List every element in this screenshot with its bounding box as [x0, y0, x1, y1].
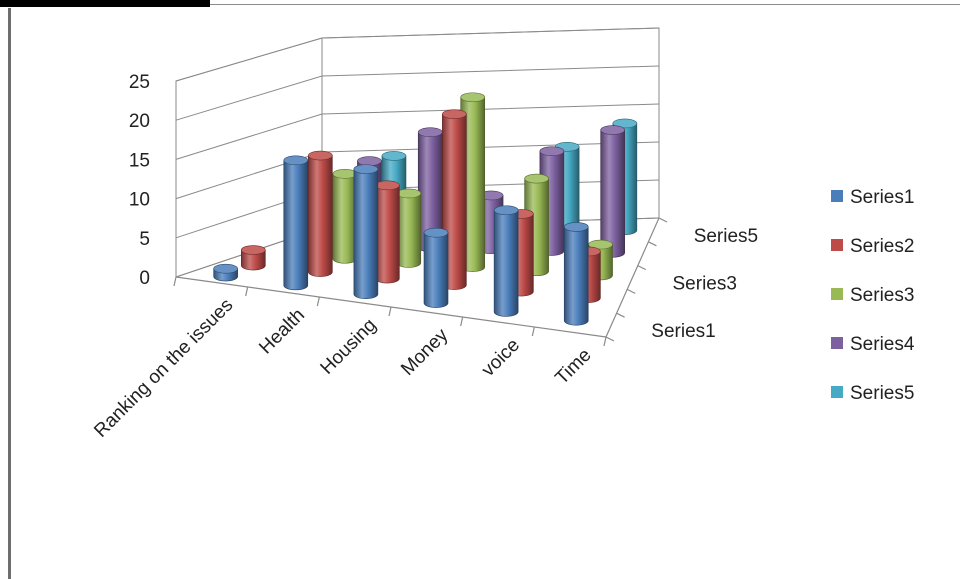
x-axis-categories: Ranking on the issues Health Housing Money v… — [90, 295, 595, 442]
x-tick-mark — [531, 326, 535, 337]
frame-left-bar — [8, 8, 11, 579]
depth-axis-labels: Series1 Series3 Series5 — [651, 226, 758, 342]
gridline — [175, 65, 660, 121]
x-category-label: Time — [551, 345, 595, 389]
bar-series2-2 — [375, 180, 400, 284]
legend-label: Series1 — [850, 187, 914, 208]
depth-tick-mark — [605, 336, 615, 342]
depth-label: Series3 — [673, 274, 737, 295]
x-tick-mark — [245, 286, 249, 297]
depth-label: Series1 — [651, 321, 715, 342]
legend-label: Series2 — [850, 236, 914, 257]
legend-item: Series3 — [831, 285, 914, 306]
bar-series2-3 — [442, 109, 467, 290]
bar-series3-3 — [460, 92, 486, 272]
bar-series4-5 — [600, 125, 625, 258]
bar-series1-4 — [493, 205, 519, 317]
legend-swatch — [831, 190, 843, 202]
x-tick-mark — [173, 276, 177, 287]
bar-series1-0 — [213, 263, 238, 282]
frame-top-line — [210, 4, 960, 5]
frame-top-bar — [0, 0, 210, 7]
x-tick-mark — [460, 316, 464, 327]
depth-axis-line — [605, 217, 660, 338]
depth-label: Series5 — [694, 226, 758, 247]
bar-series3-1 — [332, 169, 358, 264]
depth-tick-mark — [616, 312, 625, 318]
legend-swatch — [831, 337, 843, 349]
bars — [213, 92, 638, 326]
legend-item: Series4 — [831, 334, 915, 355]
depth-tick-mark — [637, 265, 647, 271]
x-category-label: Ranking on the issues — [90, 295, 237, 442]
x-category-label: Housing — [317, 315, 381, 379]
y-tick-label: 5 — [139, 229, 150, 250]
bar-series2-1 — [308, 150, 333, 277]
legend-swatch — [831, 386, 843, 398]
y-axis-ticks: 0 5 10 15 20 25 — [129, 72, 150, 289]
legend-label: Series5 — [850, 383, 914, 404]
y-tick-label: 25 — [129, 72, 150, 93]
y-tick-label: 20 — [129, 111, 150, 132]
gridline — [175, 103, 660, 160]
depth-tick-mark — [648, 241, 657, 247]
x-tick-mark — [603, 336, 607, 347]
bar-series1-2 — [353, 164, 379, 299]
legend-item: Series5 — [831, 383, 914, 404]
bar-series3-2 — [396, 188, 422, 268]
x-category-label: voice — [478, 335, 524, 381]
bar-series1-1 — [283, 155, 309, 291]
axes — [173, 217, 668, 347]
legend-label: Series4 — [850, 334, 915, 355]
depth-tick-mark — [626, 288, 636, 294]
legend-label: Series3 — [850, 285, 914, 306]
y-tick-label: 15 — [129, 150, 150, 171]
legend-item: Series1 — [831, 187, 914, 208]
x-tick-mark — [316, 296, 320, 307]
bar-series2-0 — [241, 245, 266, 271]
x-category-label: Health — [255, 305, 309, 359]
bar-series1-5 — [563, 222, 589, 326]
x-tick-mark — [388, 306, 392, 317]
legend-swatch — [831, 288, 843, 300]
legend-swatch — [831, 239, 843, 251]
depth-tick-mark — [658, 217, 668, 223]
bar-series1-3 — [423, 227, 449, 308]
x-category-label: Money — [397, 324, 453, 380]
gridline — [175, 27, 660, 82]
legend: Series1 Series2 Series3 Series4 Series5 — [831, 187, 915, 404]
y-tick-label: 10 — [129, 190, 150, 211]
legend-item: Series2 — [831, 236, 914, 257]
y-tick-label: 0 — [139, 268, 150, 289]
